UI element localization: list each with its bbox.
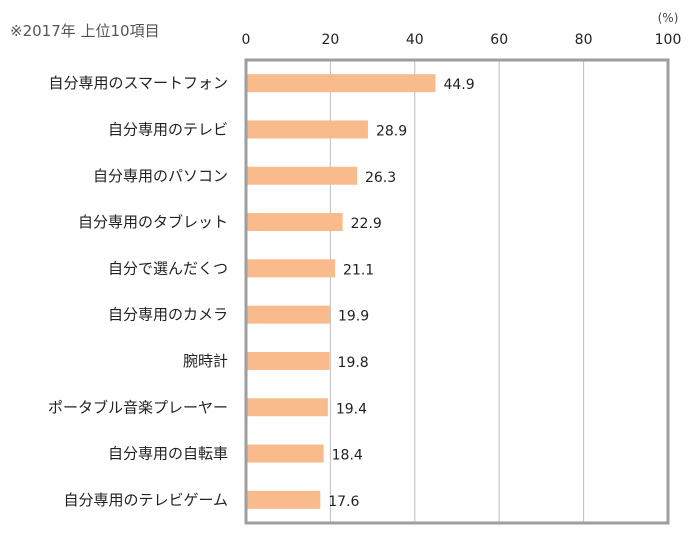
bar — [246, 120, 368, 139]
bar — [246, 305, 330, 324]
plot-frame — [244, 58, 670, 525]
bar — [246, 166, 357, 185]
category-label: 自分で選んだくつ — [108, 259, 228, 277]
bar — [246, 490, 321, 509]
value-label: 26.3 — [365, 170, 396, 186]
value-label: 28.9 — [376, 123, 407, 139]
bar — [246, 398, 328, 417]
x-tick-label: 100 — [655, 32, 682, 48]
bars — [246, 74, 436, 509]
value-label: 19.8 — [338, 355, 369, 371]
value-label: 17.6 — [328, 494, 359, 510]
value-label: 44.9 — [443, 77, 474, 93]
category-label: 自分専用のタブレット — [78, 213, 228, 231]
bar — [246, 444, 324, 463]
category-label: 自分専用のスマートフォン — [48, 74, 228, 92]
bar — [246, 74, 436, 93]
x-tick-label: 20 — [321, 32, 339, 48]
value-labels: 44.9 28.9 26.3 22.9 21.1 19.9 19.8 19.4 18.4 17.6 — [328, 77, 474, 510]
x-tick-label: 0 — [242, 32, 251, 48]
bar — [246, 213, 343, 232]
chart-note: ※2017年 上位10項目 — [10, 22, 160, 40]
gridlines — [329, 60, 585, 523]
category-label: 自分専用のパソコン — [93, 167, 228, 185]
x-tick-label: 60 — [490, 32, 508, 48]
category-label: 自分専用のカメラ — [108, 306, 228, 324]
value-label: 19.4 — [336, 401, 367, 417]
x-tick-label: 80 — [575, 32, 593, 48]
category-label: 腕時計 — [183, 352, 228, 370]
bar — [246, 259, 336, 278]
value-label: 22.9 — [351, 216, 382, 232]
category-label: 自分専用のテレビゲーム — [63, 491, 228, 509]
x-tick-label: 40 — [406, 32, 424, 48]
value-label: 19.9 — [338, 309, 369, 325]
bar — [246, 351, 330, 370]
unit-label: (%) — [658, 11, 679, 25]
value-label: 18.4 — [332, 448, 363, 464]
tick-labels: 0 20 40 60 80 100 — [242, 32, 682, 48]
category-label: 自分専用のテレビ — [108, 120, 228, 138]
category-label: 自分専用の自転車 — [108, 445, 228, 463]
value-label: 21.1 — [343, 262, 374, 278]
category-label: ポータブル音楽プレーヤー — [48, 398, 228, 416]
category-labels: 自分専用のスマートフォン自分専用のテレビ自分専用のパソコン自分専用のタブレット自… — [48, 74, 228, 509]
